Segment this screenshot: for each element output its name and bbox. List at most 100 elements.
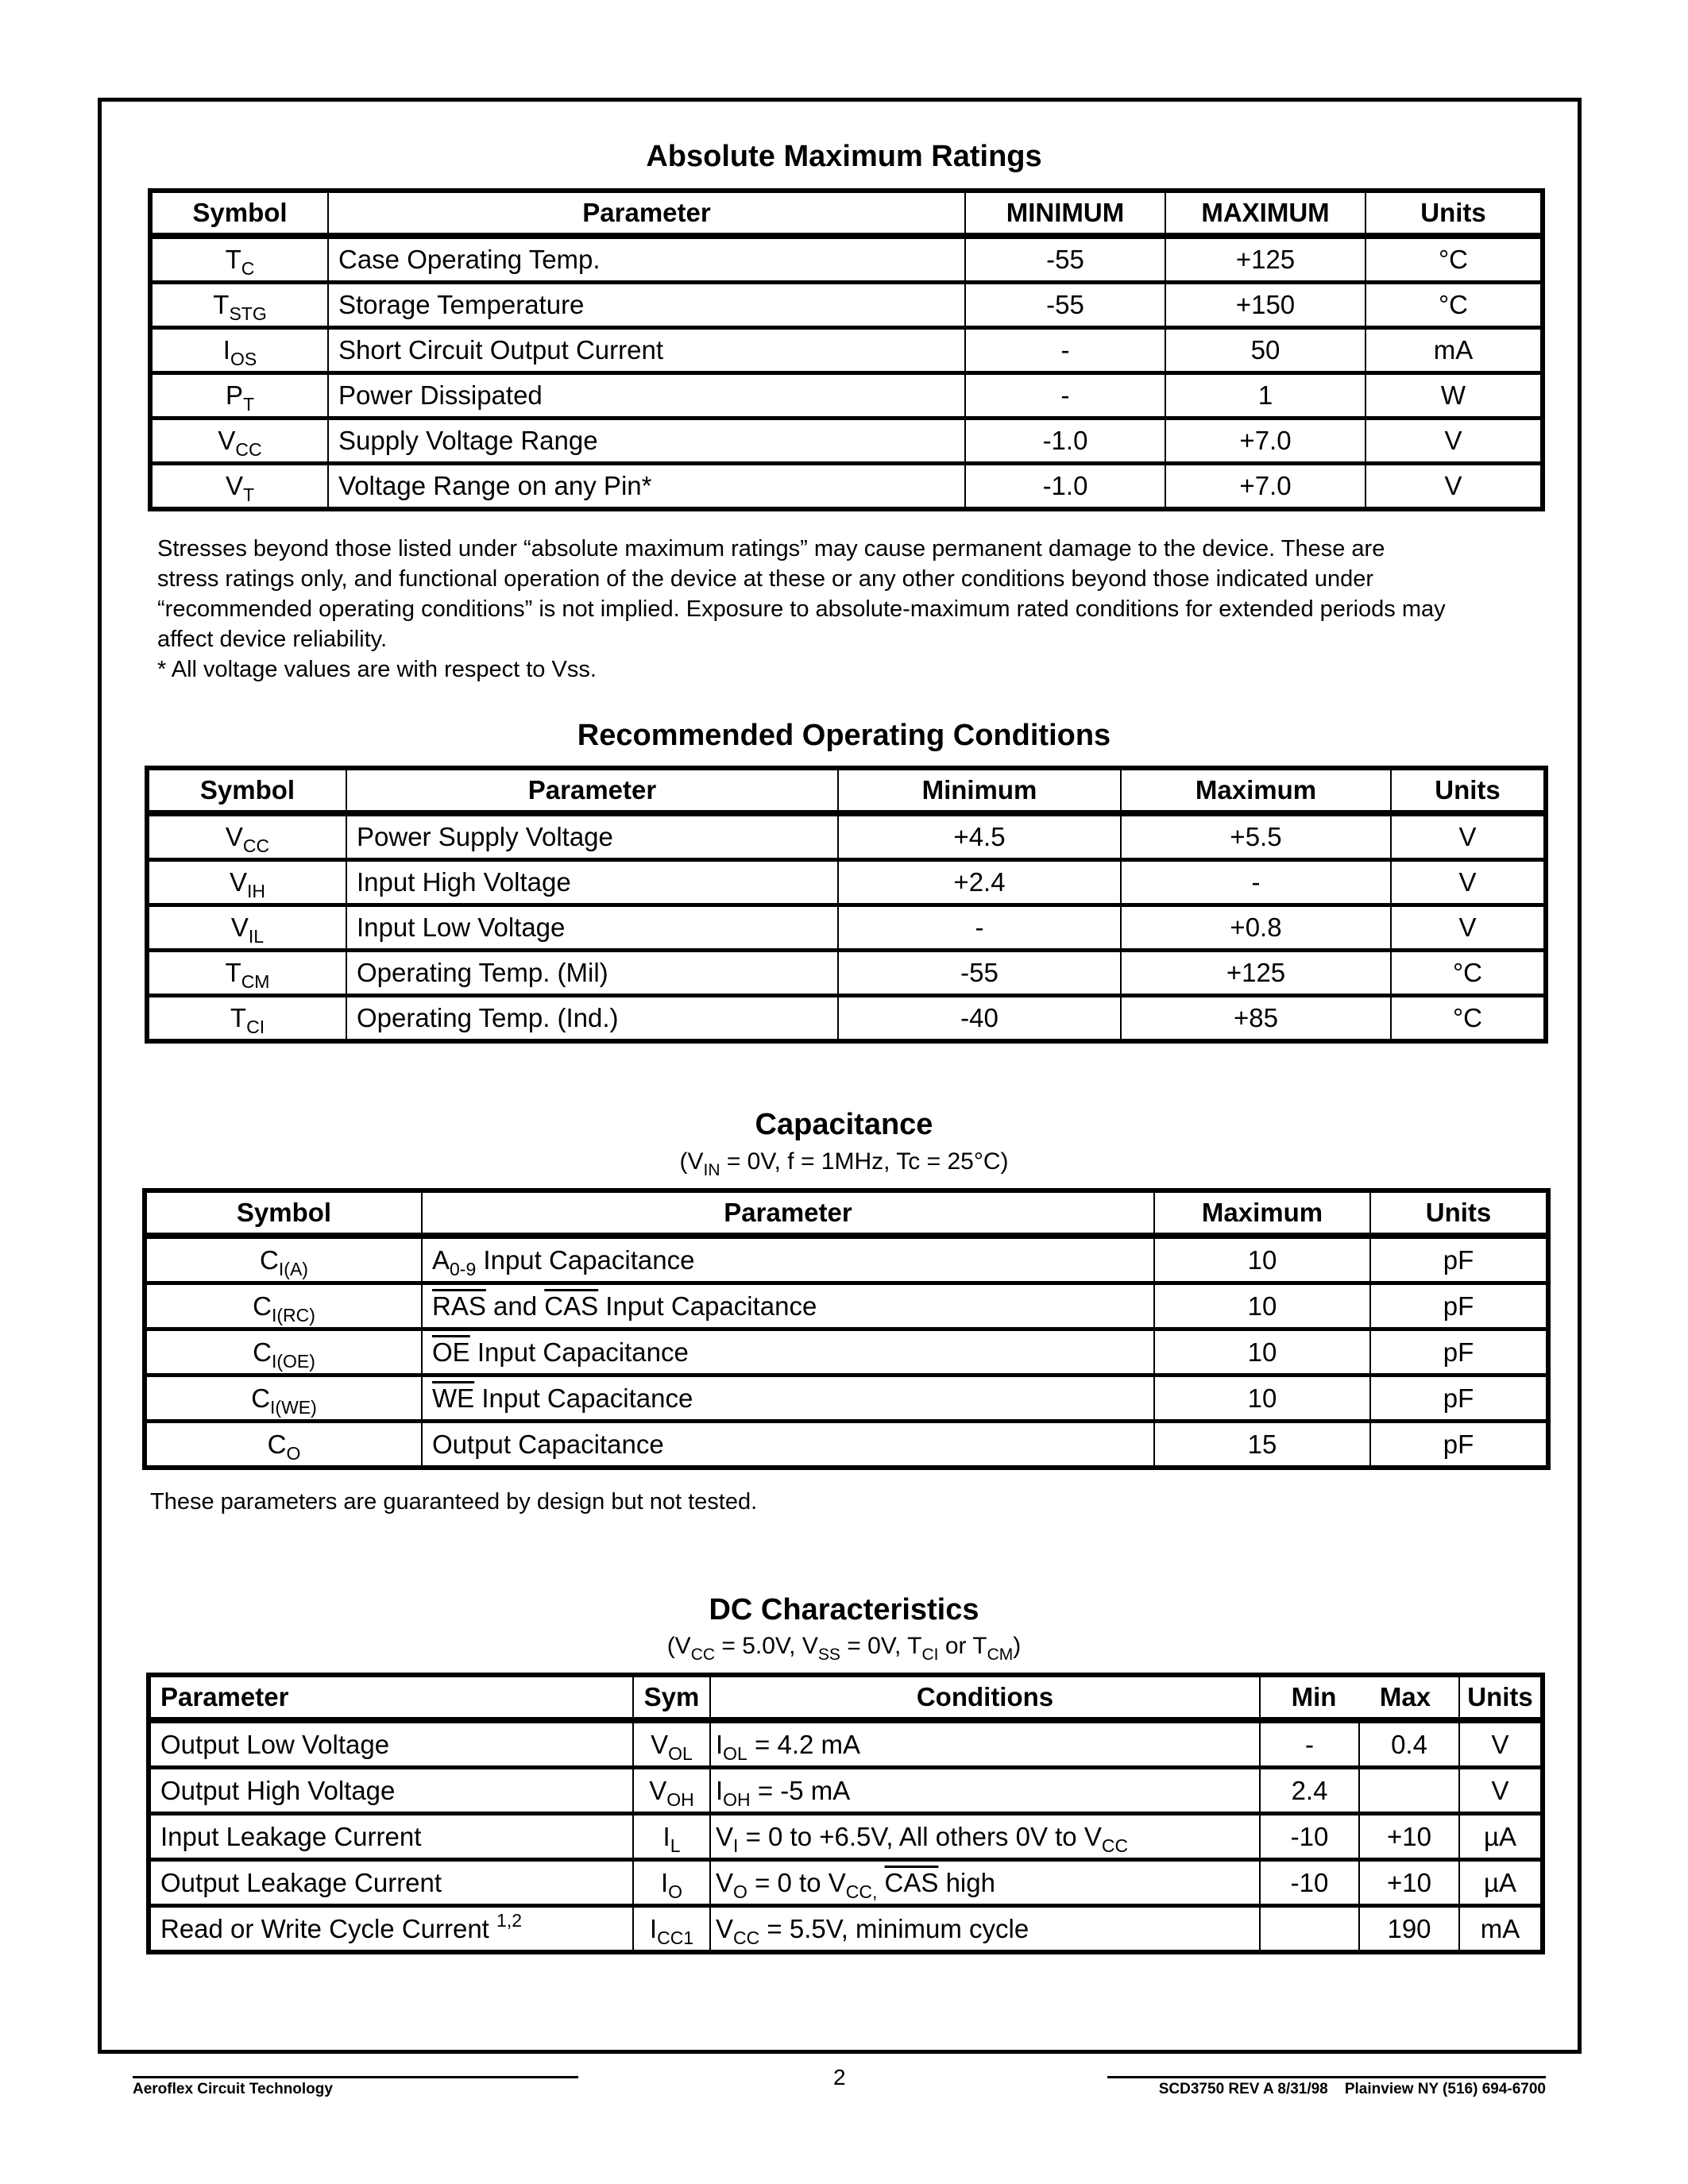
header-minimum: Minimum [837, 766, 1122, 816]
header-units: Units [1458, 1673, 1543, 1723]
header-parameter: Parameter [421, 1188, 1155, 1238]
symbol-cell: TCI [146, 994, 347, 1044]
note-line: “recommended operating conditions” is no… [157, 596, 1446, 622]
min-cell: +4.5 [837, 811, 1122, 862]
text: Input Leakage Current [160, 1821, 422, 1851]
units-cell: V [1458, 1765, 1543, 1815]
parameter-cell: Operating Temp. (Ind.) [346, 994, 839, 1044]
max-cell: 10 [1153, 1373, 1371, 1423]
table-row: CI(WE) WE Input Capacitance 10 pF [144, 1373, 1549, 1423]
overlined-signal: WE [432, 1383, 475, 1413]
symbol-cell: IOS [149, 326, 329, 375]
text: Input Capacitance [474, 1383, 693, 1413]
min-cell: -1.0 [964, 416, 1166, 465]
subscript: STG [229, 303, 267, 324]
min-cell: - [964, 326, 1166, 375]
text: Case Operating Temp. [338, 245, 601, 274]
header-min: Min [1291, 1682, 1337, 1711]
text: A [432, 1244, 450, 1275]
text: Short Circuit Output Current [338, 335, 663, 365]
table-row: CI(A) A0-9 Input Capacitance 10 pF [144, 1233, 1549, 1285]
abs-max-note: Stresses beyond those listed under “abso… [157, 534, 1555, 685]
subscript: CC, [845, 1881, 878, 1902]
text: Operating Temp. (Mil) [357, 958, 608, 987]
capacitance-subtitle: (VIN = 0V, f = 1MHz, Tc = 25°C) [0, 1148, 1688, 1179]
symbol-cell: VIH [146, 858, 347, 907]
sym-cell: VOH [632, 1765, 711, 1815]
symbol-cell: VCC [149, 416, 329, 465]
text: V [229, 867, 247, 897]
text: T [213, 290, 230, 319]
text: C [267, 1429, 287, 1459]
text: Output Low Voltage [160, 1729, 390, 1759]
header-minimum: MINIMUM [964, 188, 1166, 238]
max-cell: +85 [1120, 994, 1392, 1044]
header-units: Units [1390, 766, 1547, 816]
parameter-cell: Input Leakage Current [148, 1812, 634, 1862]
subscript: O [286, 1442, 301, 1464]
table-row: VCC Supply Voltage Range -1.0 +7.0 V [149, 416, 1543, 465]
header-units: Units [1365, 188, 1543, 238]
text: I [662, 1821, 670, 1851]
header-row: Symbol Parameter Minimum Maximum Units [146, 766, 1547, 816]
min-cell: -55 [964, 233, 1166, 284]
max-cell: +7.0 [1165, 461, 1366, 511]
sym-cell: IL [632, 1812, 711, 1862]
text: I [716, 1729, 724, 1759]
min-cell: - [837, 903, 1122, 952]
text: V [716, 1821, 734, 1851]
symbol-cell: VCC [146, 811, 347, 862]
subscript: CM [987, 1646, 1014, 1664]
parameter-cell: RAS and CAS Input Capacitance [421, 1281, 1155, 1331]
max-cell [1358, 1765, 1460, 1815]
header-maximum: Maximum [1153, 1188, 1371, 1238]
subscript: IL [248, 926, 265, 947]
header-maximum: MAXIMUM [1165, 188, 1366, 238]
subscript: L [670, 1835, 681, 1856]
subscript: O [668, 1881, 683, 1902]
symbol-cell: TSTG [149, 280, 329, 330]
note-line: * All voltage values are with respect to… [157, 657, 597, 682]
units-cell: V [1458, 1718, 1543, 1769]
subscript: I(RC) [271, 1304, 315, 1325]
text: P [225, 380, 243, 410]
note-line: stress ratings only, and functional oper… [157, 566, 1373, 592]
header-row: Symbol Parameter MINIMUM MAXIMUM Units [149, 188, 1543, 238]
sym-cell: ICC1 [632, 1904, 711, 1954]
header-parameter: Parameter [327, 188, 966, 238]
text: (V [679, 1148, 704, 1175]
text: Input Capacitance [598, 1291, 817, 1321]
table-row: Output High Voltage VOH IOH = -5 mA 2.4 V [148, 1765, 1543, 1815]
symbol-cell: VIL [146, 903, 347, 952]
subscript: OL [723, 1742, 747, 1764]
text: = 0 to V [747, 1867, 846, 1897]
text: Power Supply Voltage [357, 822, 613, 851]
min-cell: -40 [837, 994, 1122, 1044]
header-units: Units [1369, 1188, 1549, 1238]
text: = 0 to +6.5V, All others 0V to V [738, 1821, 1102, 1851]
subscript: C [241, 258, 255, 279]
note-line: affect device reliability. [157, 627, 388, 652]
min-cell [1259, 1904, 1360, 1954]
symbol-cell: CI(OE) [144, 1327, 423, 1377]
text: Read or Write Cycle Current [160, 1913, 497, 1943]
units-cell: pF [1369, 1233, 1549, 1285]
units-cell: V [1390, 811, 1547, 862]
abs-max-title: Absolute Maximum Ratings [646, 140, 1042, 173]
max-cell: 10 [1153, 1233, 1371, 1285]
parameter-cell: Read or Write Cycle Current 1,2 [148, 1904, 634, 1954]
text: I [660, 1867, 669, 1897]
text: V [230, 913, 249, 942]
units-cell: V [1390, 903, 1547, 952]
table-row: VCC Power Supply Voltage +4.5 +5.5 V [146, 811, 1547, 862]
max-cell: +5.5 [1120, 811, 1392, 862]
header-parameter: Parameter [148, 1673, 634, 1723]
table-row: VIH Input High Voltage +2.4- V [146, 858, 1547, 907]
max-cell: 1 [1165, 371, 1366, 420]
text: C [260, 1244, 279, 1275]
subscript: IN [703, 1161, 720, 1179]
symbol-cell: VT [149, 461, 329, 511]
parameter-cell: Output Leakage Current [148, 1858, 634, 1908]
text: = 5.0V, V [715, 1633, 818, 1659]
units-cell: °C [1390, 994, 1547, 1044]
